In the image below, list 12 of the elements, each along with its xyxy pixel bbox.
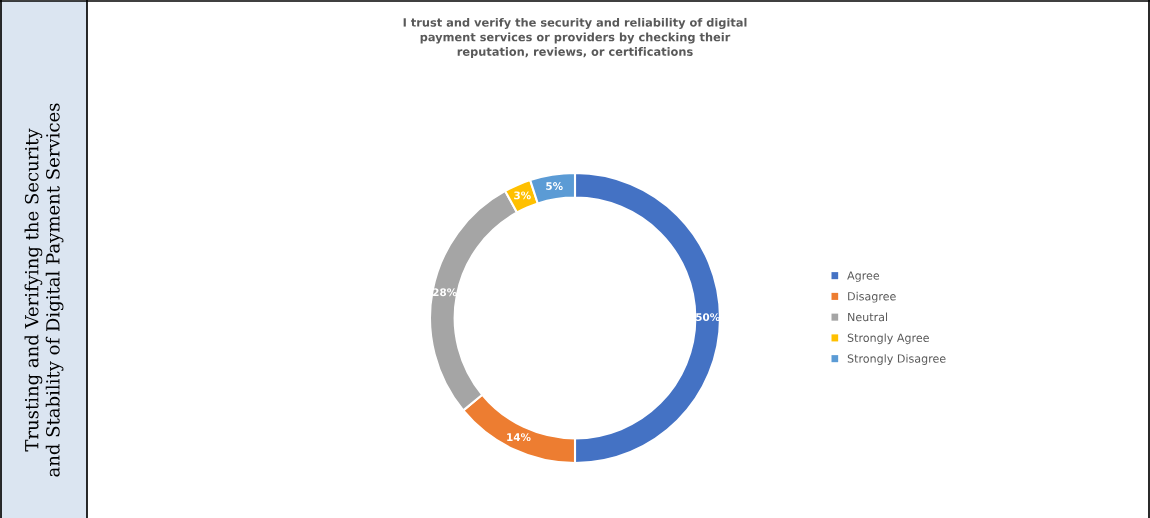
legend-label: Neutral (848, 312, 888, 322)
legend-label: Strongly Agree (847, 333, 929, 345)
chart-title: I trust and verify the security and reliability of digital payment services or providers by checking their reputation, reviews, or certifications (403, 17, 747, 59)
data-label: 14% (507, 433, 531, 442)
legend-label: Disagree (848, 291, 896, 303)
data-label: 50% (696, 313, 720, 322)
legend-label: Strongly Disagree (847, 354, 946, 365)
legend-label: Agree (847, 271, 880, 282)
data-label: 28% (433, 288, 457, 297)
data-label: 3% (514, 191, 531, 200)
data-label: 5% (546, 182, 563, 190)
text: Trusting and Verifying the Security and Stability of Digital Payment Services (24, 103, 64, 477)
